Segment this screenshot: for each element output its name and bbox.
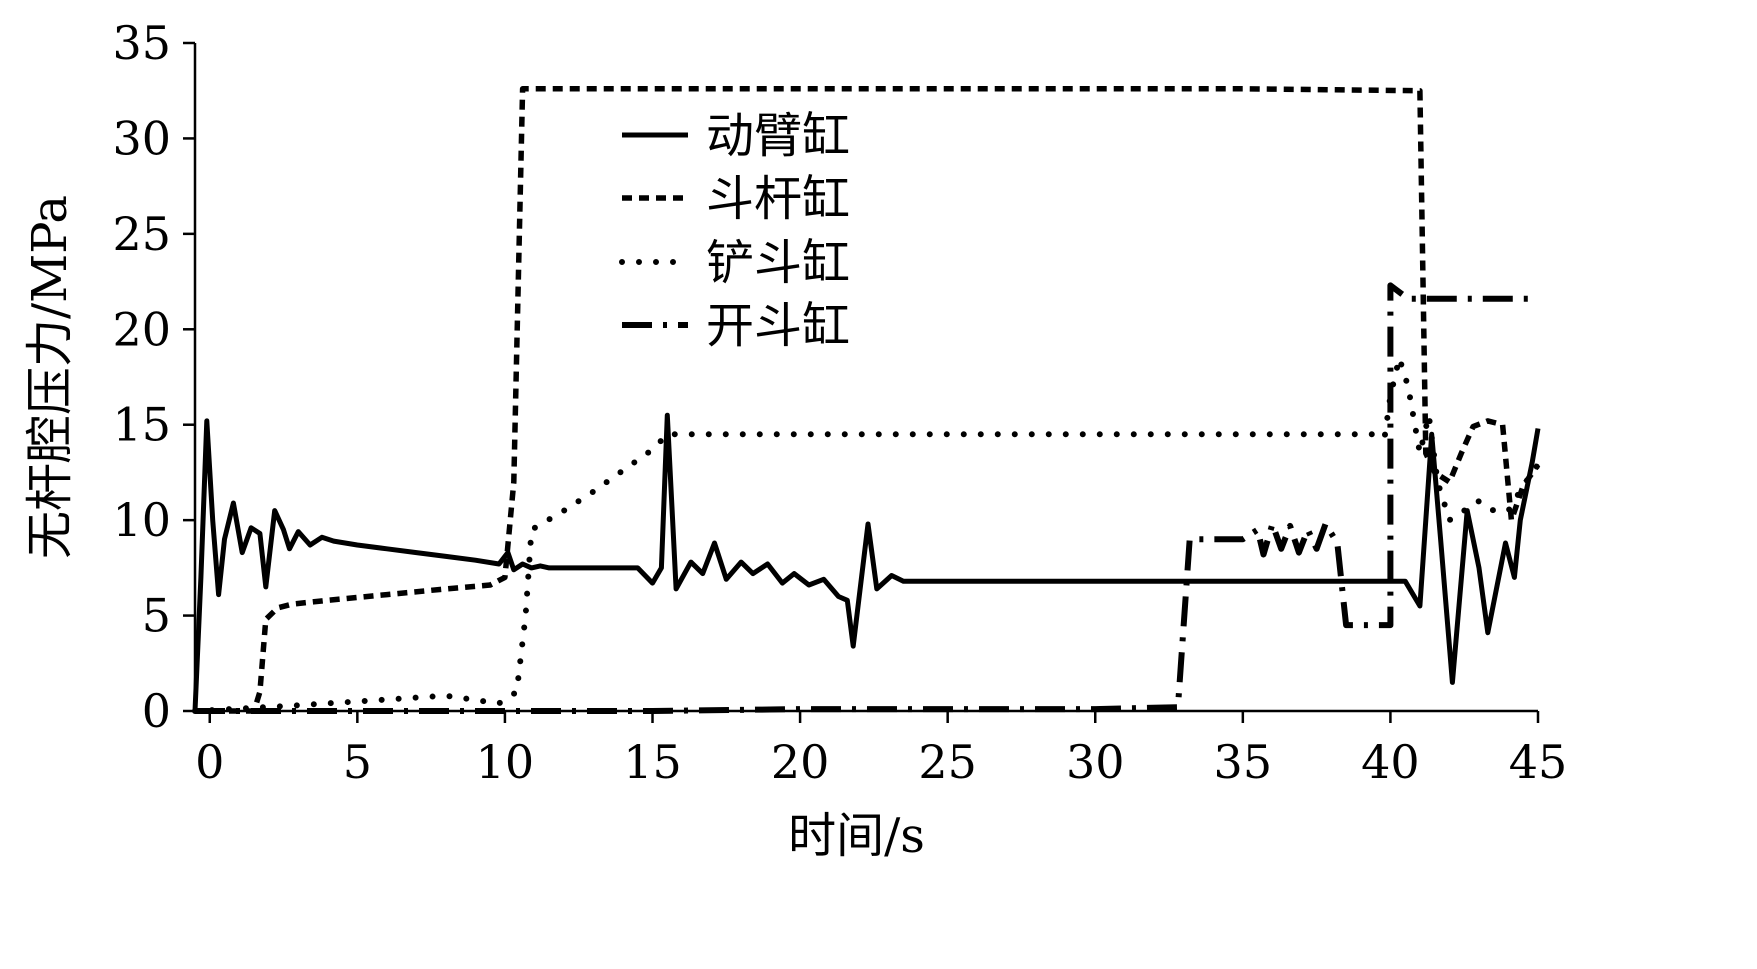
legend-label: 斗杆缸 [706, 171, 850, 227]
y-tick-label: 20 [112, 302, 171, 356]
x-tick-label: 15 [623, 735, 682, 789]
legend-label: 动臂缸 [706, 108, 850, 164]
y-tick-label: 30 [112, 111, 171, 165]
series-layer [192, 86, 1541, 714]
legend-label: 铲斗缸 [706, 235, 850, 291]
x-tick-label: 30 [1066, 735, 1125, 789]
y-tick-label: 10 [112, 493, 171, 547]
x-tick-label: 35 [1214, 735, 1273, 789]
x-ticks: 0 5 10 15 20 25 30 35 40 45 [195, 711, 1567, 789]
y-tick-label: 0 [142, 684, 171, 738]
y-tick-label: 15 [112, 398, 171, 452]
series-line [195, 282, 1538, 714]
series-line [192, 412, 1541, 712]
x-tick-label: 40 [1361, 735, 1420, 789]
y-axis-title: 无杆腔压力/MPa [22, 195, 78, 559]
axes: 0 5 10 15 20 25 30 35 40 45 0 5 10 15 20 25 30 35 [112, 16, 1567, 789]
y-tick-label: 5 [142, 589, 171, 643]
x-tick-label: 5 [343, 735, 372, 789]
x-tick-label: 45 [1509, 735, 1568, 789]
y-ticks: 0 5 10 15 20 25 30 35 [112, 16, 195, 738]
x-tick-label: 10 [476, 735, 535, 789]
x-tick-label: 20 [771, 735, 830, 789]
series-line [195, 86, 1541, 714]
x-axis-title: 时间/s [788, 808, 925, 864]
x-tick-label: 25 [918, 735, 977, 789]
y-tick-label: 25 [112, 207, 171, 261]
legend-label: 开斗缸 [706, 298, 850, 354]
y-tick-label: 35 [112, 16, 171, 70]
x-tick-label: 0 [195, 735, 224, 789]
